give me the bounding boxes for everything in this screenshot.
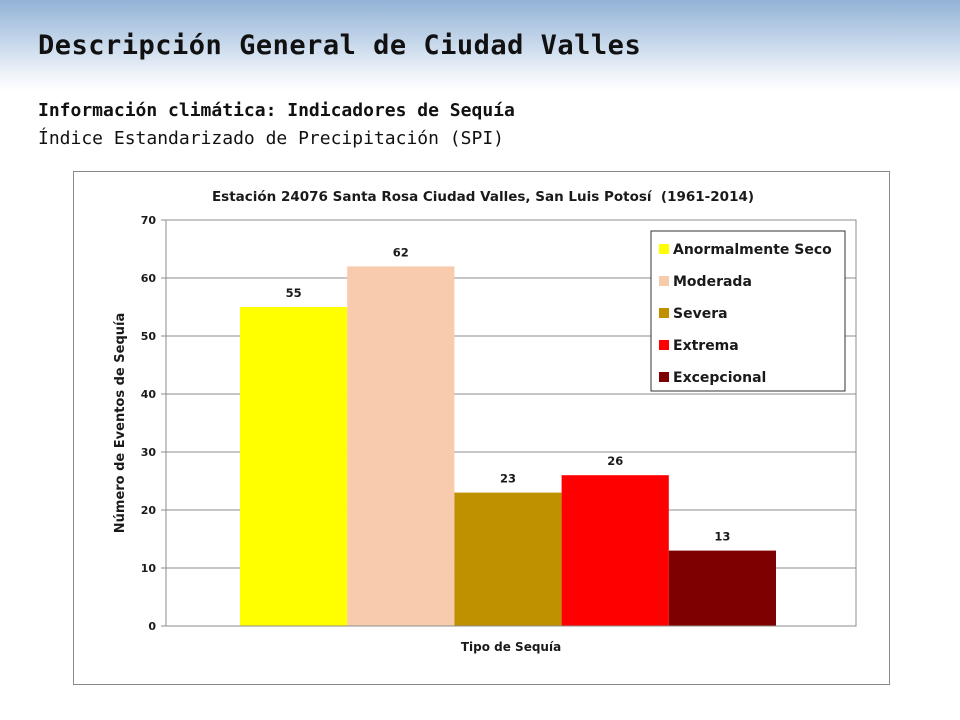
bars <box>240 266 776 626</box>
legend-swatch-0 <box>659 244 669 254</box>
header-band <box>0 0 960 92</box>
legend-swatch-3 <box>659 340 669 350</box>
y-axis-label: Número de Eventos de Sequía <box>113 313 128 533</box>
subtitle-climate-info: Información climática: Indicadores de Se… <box>38 100 515 121</box>
data-label-3: 26 <box>607 454 623 468</box>
slide-title: Descripción General de Ciudad Valles <box>38 30 642 61</box>
data-label-4: 13 <box>714 530 730 544</box>
legend-swatch-2 <box>659 308 669 318</box>
data-label-2: 23 <box>500 472 516 486</box>
bar-3 <box>561 475 669 626</box>
y-tick-label: 50 <box>141 330 157 343</box>
bar-0 <box>240 307 348 626</box>
legend-label-0: Anormalmente Seco <box>673 242 832 258</box>
data-labels: 55 62 23 26 13 <box>286 245 731 543</box>
legend-label-3: Extrema <box>673 338 739 354</box>
legend-swatch-1 <box>659 276 669 286</box>
legend-swatch-4 <box>659 372 669 382</box>
y-tick-label: 10 <box>141 562 157 575</box>
legend-label-1: Moderada <box>673 274 752 290</box>
chart-frame: Estación 24076 Santa Rosa Ciudad Valles,… <box>73 171 890 685</box>
bar-4 <box>668 550 776 626</box>
bar-2 <box>454 492 562 626</box>
y-tick-label: 30 <box>141 446 157 459</box>
legend-label-4: Excepcional <box>673 370 766 386</box>
y-tick-label: 40 <box>141 388 157 401</box>
y-axis-ticks: 0 10 20 30 40 50 60 70 <box>141 214 166 633</box>
subtitle-spi-index: Índice Estandarizado de Precipitación (S… <box>38 128 504 149</box>
y-tick-label: 20 <box>141 504 157 517</box>
plot-area-border <box>165 219 857 627</box>
chart-title: Estación 24076 Santa Rosa Ciudad Valles,… <box>212 189 754 205</box>
legend-label-2: Severa <box>673 306 728 322</box>
y-tick-label: 70 <box>141 214 157 227</box>
x-axis-label: Tipo de Sequía <box>461 640 561 654</box>
data-label-0: 55 <box>286 286 302 300</box>
y-tick-label: 60 <box>141 272 157 285</box>
legend-box <box>650 230 846 392</box>
legend: Anormalmente Seco Moderada Severa Extrema Ex… <box>650 230 846 392</box>
y-tick-label: 0 <box>148 620 156 633</box>
drought-bar-chart: Estación 24076 Santa Rosa Ciudad Valles,… <box>113 189 857 654</box>
data-label-1: 62 <box>393 245 409 259</box>
bar-1 <box>347 266 455 626</box>
